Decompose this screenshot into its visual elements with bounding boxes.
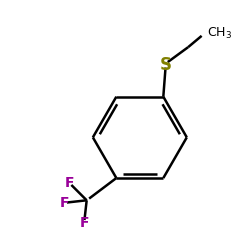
Text: S: S (160, 56, 172, 74)
Text: F: F (80, 216, 89, 230)
Text: CH$_3$: CH$_3$ (206, 26, 232, 41)
Text: F: F (60, 196, 69, 210)
Text: F: F (64, 176, 74, 190)
